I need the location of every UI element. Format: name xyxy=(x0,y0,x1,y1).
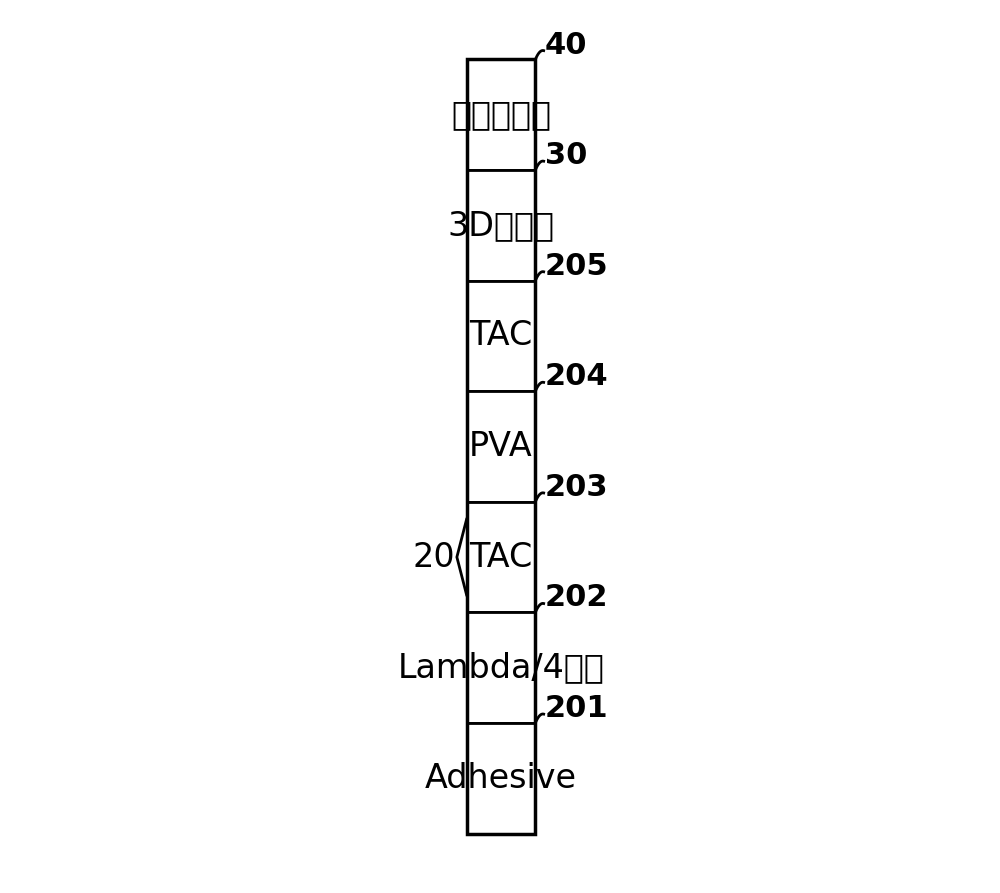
Bar xyxy=(467,723,535,833)
Text: 20: 20 xyxy=(412,540,455,573)
Text: 205: 205 xyxy=(545,252,608,280)
Bar xyxy=(467,391,535,502)
Bar xyxy=(467,280,535,391)
Text: 201: 201 xyxy=(545,694,608,723)
Bar xyxy=(467,170,535,280)
Bar xyxy=(467,60,535,833)
Bar xyxy=(467,613,535,723)
Text: 204: 204 xyxy=(545,363,608,391)
Text: TAC: TAC xyxy=(469,540,533,573)
Bar xyxy=(467,60,535,170)
Text: 40: 40 xyxy=(545,30,587,60)
Text: 表面处理层: 表面处理层 xyxy=(451,98,551,131)
Text: TAC: TAC xyxy=(469,320,533,353)
Text: 30: 30 xyxy=(545,141,587,171)
Bar xyxy=(467,502,535,613)
Text: 3D光栅层: 3D光栅层 xyxy=(448,209,555,242)
Text: PVA: PVA xyxy=(469,430,533,463)
Text: 203: 203 xyxy=(545,473,608,502)
Text: 202: 202 xyxy=(545,583,608,613)
Text: Lambda/4波片: Lambda/4波片 xyxy=(398,651,605,684)
Text: Adhesive: Adhesive xyxy=(425,762,577,795)
